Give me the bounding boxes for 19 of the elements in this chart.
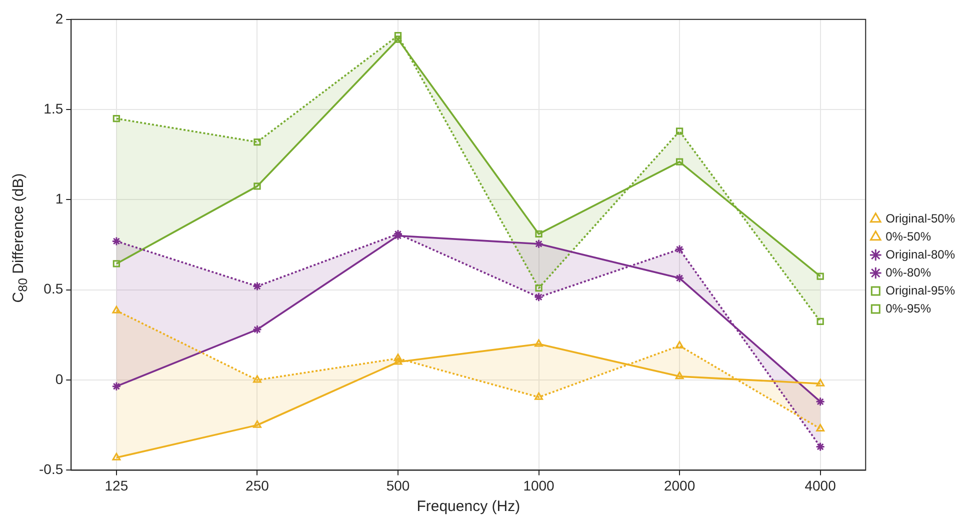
x-tick-label: 250	[246, 477, 270, 494]
y-tick-label: -0.5	[39, 461, 64, 478]
legend-label: 0%-95%	[886, 301, 932, 316]
y-tick-label: 2	[55, 10, 64, 26]
y-tick-label: 1	[55, 190, 64, 207]
x-axis-title: Frequency (Hz)	[416, 498, 520, 516]
legend-label: 0%-50%	[886, 229, 932, 244]
legend-label: Original-95%	[886, 283, 956, 298]
x-tick-label: 4000	[804, 477, 836, 494]
x-tick-label: 125	[104, 477, 128, 494]
x-tick-label: 500	[386, 477, 410, 494]
legend-label: 0%-80%	[886, 265, 932, 280]
x-tick-label: 2000	[664, 477, 696, 494]
x-tick-label: 1000	[523, 477, 555, 494]
legend-label: Original-80%	[886, 247, 956, 262]
legend-label: Original-50%	[886, 211, 956, 226]
y-tick-label: 0.5	[44, 280, 64, 297]
y-tick-label: 1.5	[44, 100, 64, 116]
y-tick-label: 0	[55, 370, 64, 387]
